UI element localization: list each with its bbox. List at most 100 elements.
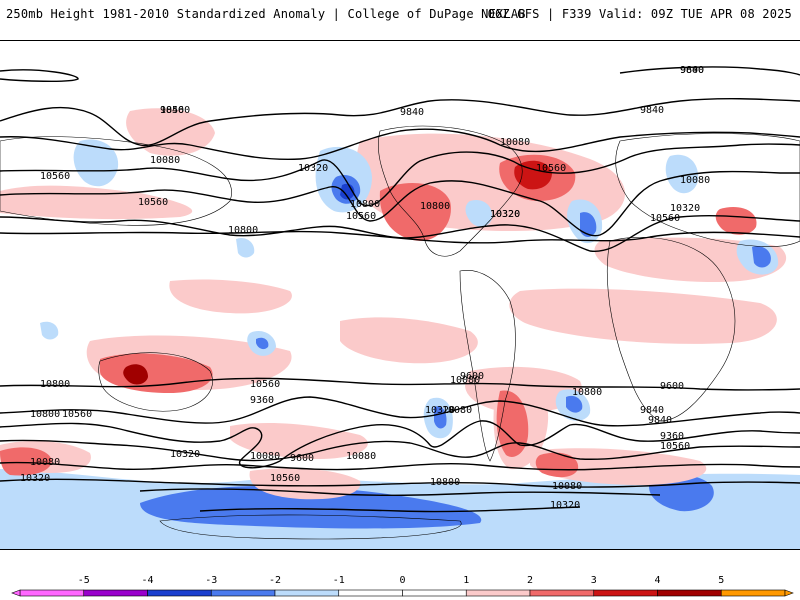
anomaly-fill-negative (752, 246, 771, 268)
contour-label: 9360 (660, 431, 684, 442)
contour-label: 9360 (250, 395, 274, 406)
height-contour (0, 69, 79, 83)
contour-label: 9840 (400, 107, 424, 118)
contour-label: 10800 (228, 225, 258, 236)
anomaly-fill-negative (434, 406, 447, 429)
colorbar-tick-label: 5 (718, 575, 724, 586)
continent-outline (98, 352, 213, 412)
contour-label: 10080 (150, 155, 180, 166)
anomaly-fill-negative (665, 154, 699, 194)
contour-label: 10080 (346, 451, 376, 462)
contour-label: 9600 (680, 65, 704, 76)
height-contour (0, 478, 800, 488)
anomaly-fill-positive (496, 390, 529, 457)
continent-outline (606, 236, 736, 422)
model-run-info: 06Z GFS | F339 Valid: 09Z TUE APR 08 202… (487, 7, 792, 21)
anomaly-fill-negative (236, 237, 255, 258)
height-contour (0, 461, 800, 471)
contour-label: 10560 (650, 213, 680, 224)
colorbar-tick-label: -5 (78, 575, 90, 586)
contour-label: 9840 (680, 65, 704, 76)
anomaly-fill-positive (230, 422, 368, 459)
contour-label: 10560 (62, 409, 92, 420)
colorbar-segment (274, 589, 340, 597)
anomaly-fill-positive (535, 452, 579, 478)
map-title: 250mb Height 1981-2010 Standardized Anom… (6, 7, 526, 21)
colorbar-segment (19, 589, 85, 597)
colorbar-tick-label: -2 (269, 575, 281, 586)
contour-label: 10800 (30, 409, 60, 420)
height-contour (0, 143, 800, 207)
contour-label: 10080 (30, 457, 60, 468)
anomaly-fill-negative (580, 212, 597, 237)
anomaly-fill-positive (169, 279, 292, 314)
contour-label: 10320 (298, 163, 328, 174)
anomaly-fill-positive (126, 108, 215, 156)
contour-label: 9600 (460, 371, 484, 382)
contour-label: 10320 (20, 473, 50, 484)
anomaly-fill-negative (73, 139, 119, 187)
contour-label: 10800 (572, 387, 602, 398)
colorbar-tick-label: -4 (141, 575, 153, 586)
colorbar-segment (210, 589, 276, 597)
contour-label: 10320 (550, 500, 580, 511)
contour-label: 10800 (40, 379, 70, 390)
anomaly-fill-positive (249, 468, 361, 500)
contour-label: 10080 (500, 137, 530, 148)
colorbar-tick-label: 2 (527, 575, 533, 586)
colorbar-tick-label: 4 (654, 575, 660, 586)
colorbar-segment (147, 589, 212, 597)
contour-label: 10800 (430, 477, 460, 488)
height-contour (0, 98, 800, 147)
colorbar: -5 -4 -3 -2 -1 0 1 2 3 4 5 (0, 560, 800, 600)
contour-label: 10080 (552, 481, 582, 492)
anomaly-fill-positive (379, 182, 451, 241)
colorbar-left-arrow (11, 589, 21, 597)
contour-label: 9840 (160, 105, 184, 116)
contour-label: 10320 (490, 209, 520, 220)
contour-label: 9840 (640, 405, 664, 416)
anomaly-map[interactable]: 9600984098401008010320105601080010080105… (0, 41, 800, 550)
height-contour (619, 66, 800, 76)
colorbar-segment (338, 589, 403, 597)
contour-label: 10320 (670, 203, 700, 214)
contour-label: 10080 (442, 405, 472, 416)
contour-label: 10560 (138, 197, 168, 208)
colorbar-svg: -5 -4 -3 -2 -1 0 1 2 3 4 5 (11, 575, 794, 597)
contour-label: 10320 (170, 449, 200, 460)
contour-label: 9600 (660, 381, 684, 392)
height-contour (0, 170, 800, 237)
anomaly-fill-positive (340, 317, 478, 364)
anomaly-fill-negative (566, 395, 583, 413)
continent-outline (378, 125, 523, 257)
map-panel[interactable]: 9600984098401008010320105601080010080105… (0, 40, 800, 550)
anomaly-fill-positive (514, 160, 552, 190)
colorbar-right-arrow (784, 589, 794, 597)
colorbar-tick-label: 1 (463, 575, 469, 586)
header: 250mb Height 1981-2010 Standardized Anom… (0, 0, 800, 40)
colorbar-segments (11, 589, 794, 597)
continent-outline (615, 133, 800, 247)
height-contour (0, 439, 800, 462)
height-contour (0, 214, 800, 252)
colorbar-ticks: -5 -4 -3 -2 -1 0 1 2 3 4 5 (78, 575, 725, 586)
contour-label: 10560 (346, 211, 376, 222)
anomaly-fill-positive (123, 364, 148, 385)
colorbar-segment (593, 589, 658, 597)
anomaly-fill-negative (256, 337, 269, 350)
contour-label: 10080 (680, 175, 710, 186)
colorbar-tick-label: -3 (205, 575, 217, 586)
colorbar-segment (465, 589, 531, 597)
colorbar-segment (657, 589, 722, 597)
colorbar-segment (720, 589, 786, 597)
contour-label: 10560 (250, 379, 280, 390)
contour-label-layer: 9600984098401008010320105601080010080105… (20, 65, 710, 511)
contour-label: 9840 (648, 415, 672, 426)
colorbar-segment (402, 589, 467, 597)
contour-label: 9840 (640, 105, 664, 116)
height-contour (0, 230, 800, 244)
continent-outline (459, 270, 516, 462)
height-contour (139, 488, 661, 496)
height-contour (0, 420, 800, 469)
colorbar-tick-label: 3 (591, 575, 597, 586)
